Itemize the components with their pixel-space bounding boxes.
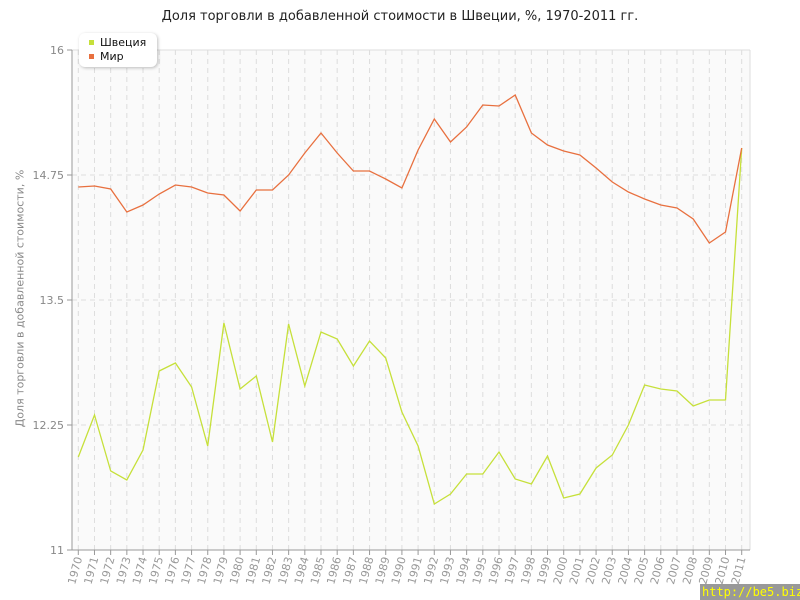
y-tick-label: 11 xyxy=(50,544,64,557)
y-tick-label: 14.75 xyxy=(33,169,65,182)
legend-label: Мир xyxy=(100,50,124,63)
legend-item-sweden[interactable]: Швеция xyxy=(89,36,146,50)
legend-swatch xyxy=(89,39,94,45)
y-tick-label: 13.5 xyxy=(40,294,65,307)
legend-label: Швеция xyxy=(100,36,147,49)
watermark: http://be5.biz xyxy=(700,584,800,600)
series-line-world xyxy=(78,94,743,244)
legend-swatch xyxy=(89,53,94,59)
y-tick-label: 12.25 xyxy=(33,419,65,432)
y-tick-label: 16 xyxy=(50,44,64,57)
legend-item-world[interactable]: Мир xyxy=(89,50,124,64)
legend: Швеция Мир xyxy=(79,33,157,67)
chart-title: Доля торговли в добавленной стоимости в … xyxy=(161,9,639,24)
series-line-sweden xyxy=(77,147,743,506)
